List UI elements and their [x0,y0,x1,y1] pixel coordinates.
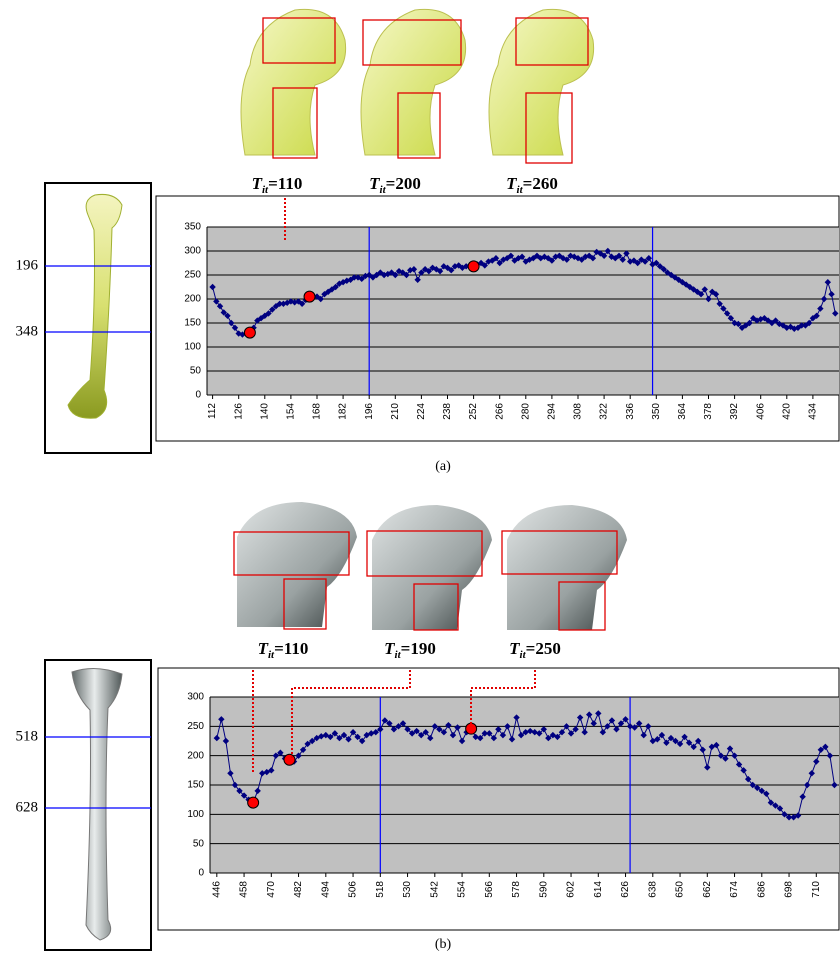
figure: 0 50 100 150 200 250 300 350 112 126 140 154 168 182 1… [0,0,840,961]
x-tick-label: 578 [511,881,522,898]
x-tick-label: 112 [207,403,218,419]
bone-marker-label: 518 [16,728,39,744]
threshold-value: =200 [386,174,421,193]
x-tick-label: 140 [259,403,270,420]
x-tick-label: 662 [702,881,713,898]
threshold-symbol: T [384,639,395,658]
threshold-value: =190 [401,639,436,658]
threshold-label: Tit=200 [369,174,421,196]
y-tick-label: 50 [193,838,205,849]
threshold-label: Tit=110 [252,174,303,196]
plot-area [207,227,839,395]
y-tick-label: 200 [184,294,201,305]
x-tick-label: 602 [566,881,577,898]
x-tick-label: 154 [286,403,297,420]
threshold-value: =250 [526,639,561,658]
tibia-heads [234,502,627,630]
highlight-point [284,754,295,765]
x-tick-label: 566 [484,881,495,898]
x-tick-label: 350 [651,403,662,420]
threshold-symbol: T [369,174,380,193]
y-tick-label: 0 [195,390,201,401]
y-tick-label: 100 [184,342,201,353]
threshold-symbol: T [252,174,263,193]
caption: (b) [435,937,452,952]
x-tick-label: 470 [266,881,277,898]
y-tick-label: 350 [184,222,201,233]
x-tick-label: 590 [538,881,549,898]
x-tick-label: 638 [647,881,658,898]
threshold-symbol: T [258,639,269,658]
threshold-symbol: T [506,174,517,193]
highlight-point [304,291,315,302]
threshold-label: Tit=260 [506,174,558,196]
x-tick-label: 392 [729,403,740,420]
x-tick-label: 494 [320,881,331,898]
x-tick-label: 168 [312,403,323,420]
threshold-label: Tit=110 [258,639,309,661]
y-tick-label: 150 [184,318,201,329]
highlight-point [248,797,259,808]
femur-box [45,183,151,453]
x-tick-label: 554 [457,881,468,898]
bone-marker-label: 348 [16,323,39,339]
y-tick-label: 200 [187,750,204,761]
y-tick-label: 50 [190,366,202,377]
y-tick-label: 250 [187,721,204,732]
x-tick-label: 542 [429,881,440,898]
x-tick-label: 280 [520,403,531,420]
threshold-value: =260 [523,174,558,193]
x-tick-label: 482 [293,881,304,898]
y-tick-label: 300 [187,692,204,703]
tibia-box [45,660,151,950]
x-tick-label: 182 [338,403,349,420]
x-tick-label: 294 [547,403,558,420]
x-tick-label: 710 [811,881,822,898]
x-tick-label: 252 [468,403,479,420]
x-tick-label: 126 [233,403,244,420]
y-tick-label: 150 [187,780,204,791]
caption: (a) [435,459,451,474]
x-tick-label: 308 [573,403,584,420]
threshold-value: =110 [268,174,302,193]
x-tick-label: 196 [364,403,375,420]
y-tick-label: 100 [187,809,204,820]
x-tick-label: 686 [756,881,767,898]
y-tick-label: 250 [184,270,201,281]
highlight-point [468,261,479,272]
bone-marker-label: 628 [16,799,39,815]
x-tick-label: 420 [781,403,792,420]
x-tick-label: 530 [402,881,413,898]
y-tick-label: 300 [184,246,201,257]
threshold-label: Tit=250 [509,639,561,661]
threshold-value: =110 [274,639,308,658]
x-tick-label: 364 [677,403,688,420]
x-tick-label: 698 [784,881,795,898]
x-tick-label: 224 [416,403,427,420]
x-tick-label: 266 [494,403,505,420]
x-tick-label: 336 [625,403,636,420]
x-tick-label: 446 [211,881,222,898]
threshold-symbol: T [509,639,520,658]
x-tick-label: 458 [239,881,250,898]
x-tick-label: 434 [808,403,819,420]
highlight-point [244,327,255,338]
highlight-point [466,723,477,734]
x-tick-label: 238 [442,403,453,420]
threshold-label: Tit=190 [384,639,436,661]
bone-marker-label: 196 [16,257,39,273]
x-tick-label: 650 [675,881,686,898]
x-tick-label: 506 [348,881,359,898]
femur-heads [241,9,594,163]
x-tick-label: 674 [729,881,740,898]
x-tick-label: 518 [375,881,386,898]
x-tick-label: 406 [755,403,766,420]
x-tick-label: 322 [599,403,610,420]
y-tick-label: 0 [198,868,204,879]
x-tick-label: 614 [593,881,604,898]
page: {"chart_data": [ {"type": "line", "capti… [0,0,840,966]
x-tick-label: 626 [620,881,631,898]
x-tick-label: 210 [390,403,401,420]
x-tick-label: 378 [703,403,714,420]
